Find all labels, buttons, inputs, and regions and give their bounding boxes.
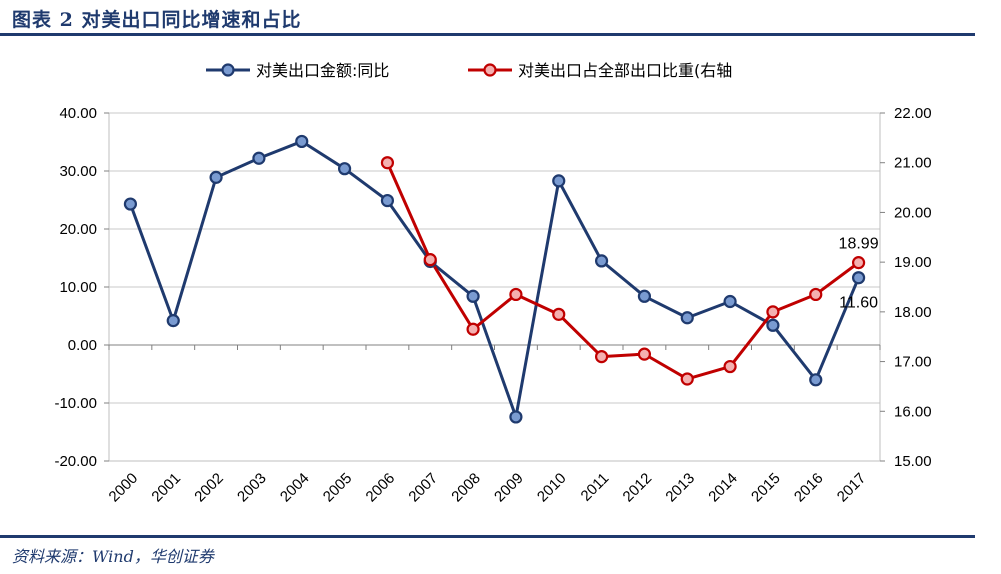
x-tick-label: 2001	[148, 470, 184, 506]
data-label-0: 18.99	[839, 236, 879, 253]
legend: 对美出口金额:同比 对美出口占全部出口比重(右轴	[206, 61, 732, 80]
x-tick-label: 2016	[791, 470, 827, 506]
series-0-point	[123, 197, 138, 211]
x-tick-label: 2002	[191, 470, 227, 506]
series-1-point	[637, 347, 652, 361]
x-tick-label: 2014	[705, 470, 741, 506]
series-0-point	[594, 254, 609, 268]
series-0-point	[637, 289, 652, 303]
y-left-tick-label: -10.00	[54, 395, 97, 412]
bottom-rule	[0, 535, 975, 538]
series-0-point	[680, 311, 694, 325]
y-right-tick-label: 21.00	[894, 155, 932, 172]
y-left-tick-label: 0.00	[68, 337, 97, 354]
y-left-tick-label: -20.00	[54, 453, 97, 470]
series-1-point	[466, 322, 480, 336]
series-0-point	[295, 134, 309, 149]
series-0-point	[380, 193, 395, 208]
y-right-tick-label: 18.00	[894, 304, 932, 321]
data-labels: 18.99 11.60	[839, 236, 879, 312]
x-tick-label: 2012	[620, 470, 656, 506]
series-1-point	[423, 253, 437, 267]
x-tick-label: 2015	[748, 470, 784, 506]
series-line-1	[386, 162, 860, 381]
series-1-point	[723, 359, 737, 374]
legend-label-0: 对美出口金额:同比	[256, 61, 389, 80]
y-right-tick-label: 20.00	[894, 204, 932, 221]
x-tick-label: 2017	[834, 470, 870, 506]
series-0-point	[851, 271, 866, 285]
series-0-point	[166, 314, 180, 328]
chart-title: 图表 2 对美出口同比增速和占比	[12, 9, 302, 31]
y-left-tick-label: 10.00	[59, 279, 97, 296]
legend-label-1: 对美出口占全部出口比重(右轴	[518, 61, 732, 80]
x-tick-label: 2008	[448, 470, 484, 506]
data-label-1: 11.60	[839, 295, 878, 312]
series-1-point	[851, 256, 866, 270]
x-tick-label: 2006	[363, 470, 399, 506]
y-right-tick-label: 19.00	[894, 254, 932, 271]
top-rule	[0, 33, 975, 36]
tick-labels: -20.00 -10.00 0.00 10.00 20.00 30.00 40.00 15.0…	[54, 105, 931, 505]
x-tick-label: 2003	[234, 470, 270, 506]
x-tick-label: 2004	[277, 470, 313, 506]
series-0-point	[337, 162, 352, 176]
axes	[104, 112, 885, 462]
y-left-tick-label: 20.00	[59, 221, 97, 238]
series-1-point	[766, 305, 780, 319]
series-0-point	[252, 151, 266, 165]
x-tick-label: 2010	[534, 470, 570, 506]
y-right-tick-label: 15.00	[894, 453, 932, 470]
series-1-point	[380, 156, 395, 170]
y-right-tick-label: 22.00	[894, 105, 932, 122]
series-lines	[129, 139, 860, 419]
series-1-point	[680, 372, 694, 386]
series-line-0	[129, 139, 860, 419]
series-0-point	[766, 318, 780, 332]
series-1-point	[594, 350, 609, 364]
series-1-point	[809, 287, 823, 302]
y-right-tick-label: 17.00	[894, 354, 932, 371]
series-0-point	[723, 294, 737, 309]
series-0-point	[552, 174, 566, 188]
legend-marker-1	[483, 63, 497, 77]
series-1-point	[509, 287, 523, 302]
x-tick-label: 2000	[106, 470, 142, 506]
x-tick-label: 2005	[320, 470, 356, 506]
series-0-point	[209, 170, 223, 184]
y-left-tick-label: 40.00	[59, 105, 97, 122]
x-tick-label: 2013	[662, 470, 698, 506]
x-tick-label: 2009	[491, 470, 527, 506]
x-tick-label: 2007	[405, 470, 441, 506]
y-left-tick-label: 30.00	[59, 163, 97, 180]
series-points	[123, 134, 866, 424]
x-tick-label: 2011	[578, 470, 613, 505]
series-0-point	[509, 410, 523, 424]
legend-marker-0	[221, 63, 235, 77]
series-0-point	[466, 289, 480, 303]
y-right-tick-label: 16.00	[894, 403, 932, 420]
series-0-point	[809, 373, 823, 387]
series-1-point	[552, 307, 566, 321]
source-note: 资料来源：Wind，华创证券	[12, 547, 214, 566]
